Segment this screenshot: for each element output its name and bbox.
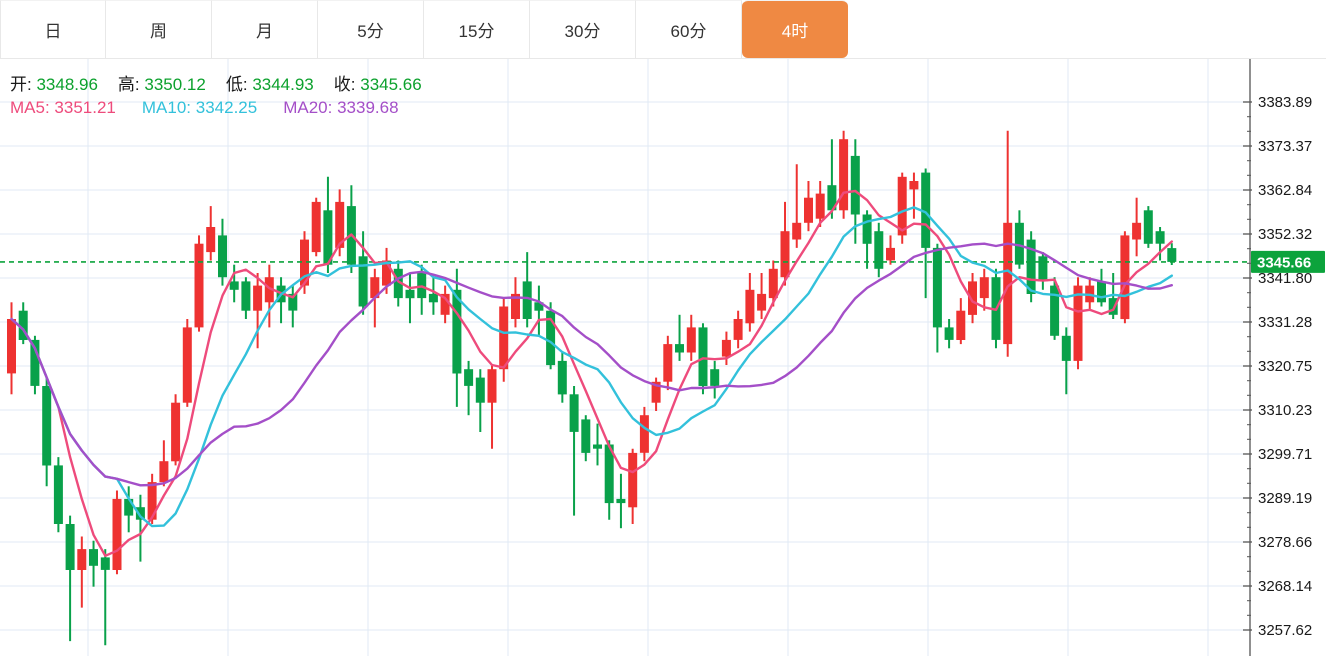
open-value: 3348.96 [36, 75, 98, 94]
open-readout: 开: 3348.96 [10, 75, 98, 94]
svg-text:3320.75: 3320.75 [1258, 358, 1312, 375]
tab-30min[interactable]: 30分 [530, 0, 636, 58]
high-readout: 高: 3350.12 [118, 75, 206, 94]
close-readout: 收: 3345.66 [334, 75, 422, 94]
low-value: 3344.93 [252, 75, 314, 94]
tab-15min[interactable]: 15分 [424, 0, 530, 58]
candlestick-chart[interactable]: 3383.89 3373.37 3362.84 3352.32 3341.80 3331.… [0, 59, 1326, 656]
svg-text:3268.14: 3268.14 [1258, 578, 1312, 595]
low-readout: 低: 3344.93 [226, 75, 314, 94]
close-label: 收: [333, 75, 356, 94]
y-axis: 3383.89 3373.37 3362.84 3352.32 3341.80 3331.… [1243, 59, 1312, 656]
tab-4hour[interactable]: 4时 [742, 0, 848, 58]
chart-area: 3383.89 3373.37 3362.84 3352.32 3341.80 3331.… [0, 59, 1326, 656]
svg-text:3341.80: 3341.80 [1258, 270, 1312, 287]
svg-text:3257.62: 3257.62 [1258, 622, 1312, 639]
svg-text:3345.66: 3345.66 [1257, 254, 1311, 271]
tab-5min[interactable]: 5分 [318, 0, 424, 58]
svg-text:3383.89: 3383.89 [1258, 94, 1312, 111]
svg-text:3278.66: 3278.66 [1258, 534, 1312, 551]
ma10-readout: MA10: 3342.25 [142, 98, 257, 117]
ma20-value: 3339.68 [337, 98, 399, 117]
ma-lines [10, 189, 1174, 557]
ma20-label: MA20: [283, 98, 333, 117]
svg-text:3289.19: 3289.19 [1258, 490, 1312, 507]
tab-60min[interactable]: 60分 [636, 0, 742, 58]
ma10-value: 3342.25 [195, 98, 258, 117]
grid-lines [0, 59, 1250, 656]
svg-text:3310.23: 3310.23 [1258, 402, 1312, 419]
ma20-readout: MA20: 3339.68 [283, 98, 398, 117]
svg-text:3331.28: 3331.28 [1258, 314, 1312, 331]
svg-text:3362.84: 3362.84 [1258, 182, 1312, 199]
open-label: 开: [10, 75, 32, 94]
high-value: 3350.12 [144, 75, 206, 94]
close-value: 3345.66 [360, 75, 422, 94]
svg-text:3373.37: 3373.37 [1258, 138, 1312, 155]
svg-text:3352.32: 3352.32 [1258, 226, 1312, 243]
tab-daily[interactable]: 日 [0, 0, 106, 58]
ma5-value: 3351.21 [54, 98, 116, 117]
tab-monthly[interactable]: 月 [212, 0, 318, 58]
svg-text:3299.71: 3299.71 [1258, 446, 1312, 463]
tab-weekly[interactable]: 周 [106, 0, 212, 58]
ohlc-legend: 开: 3348.96 高: 3350.12 低: 3344.93 收: 3345.66 [10, 70, 442, 95]
ma-legend: MA5: 3351.21 MA10: 3342.25 MA20: 3339.68 [10, 98, 425, 118]
high-label: 高: [117, 75, 140, 94]
ma5-readout: MA5: 3351.21 [10, 98, 116, 117]
candles [7, 130, 1177, 646]
current-price-badge: 3345.66 [1251, 250, 1325, 273]
ma10-label: MA10: [141, 98, 192, 117]
low-label: 低: [225, 75, 248, 94]
ma5-label: MA5: [10, 98, 50, 117]
timeframe-tabs: 日 周 月 5分 15分 30分 60分 4时 [0, 0, 1326, 59]
